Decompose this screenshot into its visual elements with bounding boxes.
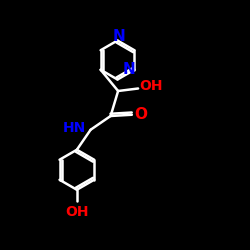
Text: O: O bbox=[134, 107, 147, 122]
Text: OH: OH bbox=[65, 206, 88, 220]
Text: HN: HN bbox=[63, 121, 86, 135]
Text: N: N bbox=[122, 62, 135, 77]
Text: N: N bbox=[112, 28, 125, 44]
Text: OH: OH bbox=[139, 79, 163, 93]
